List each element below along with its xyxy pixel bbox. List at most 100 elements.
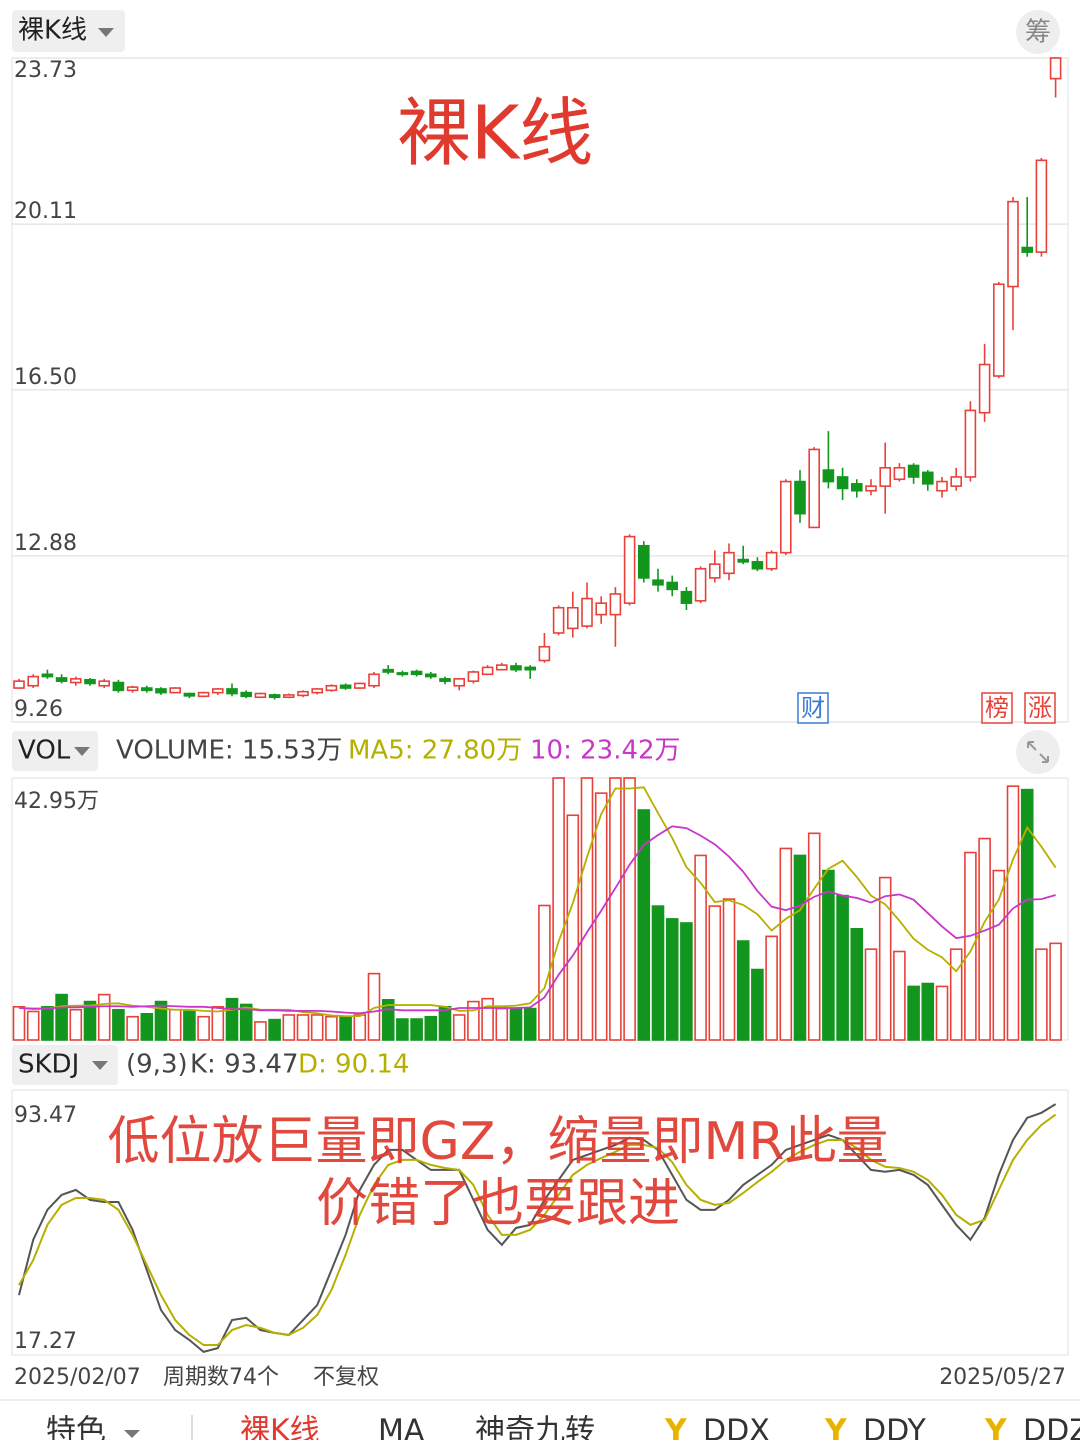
volume-bar [793, 854, 807, 1041]
candle-body [595, 602, 608, 616]
candle-body [737, 558, 750, 563]
candle-body [396, 672, 409, 676]
volume-bar [893, 950, 906, 1041]
volume-bar [381, 999, 395, 1041]
candle-body [978, 363, 991, 414]
candle-body [41, 673, 54, 678]
skdj-dropdown[interactable] [12, 1045, 118, 1085]
badge: 榜 [985, 694, 1009, 722]
candle-body [666, 581, 679, 591]
k-value: K: 93.47 [190, 1050, 299, 1080]
volume-bar [708, 905, 722, 1041]
badge-box[interactable] [797, 692, 829, 724]
y-tick-label: 93.47 [14, 1103, 77, 1128]
volume-bar [680, 922, 693, 1041]
candle-body [368, 673, 380, 687]
start-date: 2025/02/07 [14, 1365, 141, 1390]
ma5-value: MA5: 27.80万 [348, 736, 522, 766]
candle-body [84, 678, 96, 685]
volume-bar [41, 1006, 54, 1041]
volume-bar [878, 876, 892, 1041]
candle-body [13, 680, 25, 689]
candle-body [1021, 246, 1034, 253]
indicator-dropdown[interactable] [12, 10, 125, 52]
volume-bar [310, 1014, 324, 1041]
end-date: 2025/05/27 [939, 1365, 1066, 1390]
volume-bar [665, 918, 679, 1041]
volume-bar [651, 905, 665, 1041]
candle-body [297, 690, 309, 697]
candle-body [27, 675, 40, 687]
candle-body [424, 673, 437, 678]
volume-bar [637, 809, 651, 1041]
volume-bar [580, 777, 594, 1041]
candle-body [907, 464, 920, 478]
indicator-name: 裸K线 [18, 16, 87, 46]
candle-body [865, 485, 877, 492]
tab[interactable]: 神奇九转 [475, 1414, 595, 1440]
candle-body [70, 678, 82, 684]
tab-badge: Y [824, 1414, 848, 1440]
vol-dropdown[interactable] [12, 731, 98, 771]
volume-bar [594, 792, 608, 1041]
tab[interactable]: 裸K线 [240, 1414, 320, 1440]
volume-bar [154, 1000, 168, 1041]
candle-body [481, 666, 494, 676]
tab[interactable]: DDX [703, 1414, 770, 1440]
candle-body [467, 671, 480, 682]
tab[interactable]: 特色 [46, 1414, 106, 1440]
adjust-mode: 不复权 [313, 1365, 379, 1390]
candle-body [964, 409, 977, 478]
candle-body [524, 666, 537, 671]
candle-body [141, 687, 153, 692]
candle-body [98, 680, 110, 687]
tab-bar: 特色 裸K线 MA 神奇九转 Y DDX Y DDY Y DDZ [46, 1414, 1080, 1440]
candle-body [708, 563, 721, 579]
tab[interactable]: DDY [863, 1414, 927, 1440]
volume-bar [112, 1008, 125, 1041]
candle-body [538, 645, 551, 662]
tab[interactable]: MA [378, 1414, 425, 1440]
y-tick-label: 42.95万 [14, 789, 99, 814]
chip-button[interactable] [1016, 10, 1060, 54]
expand-icon [1027, 741, 1049, 763]
tab[interactable]: DDZ [1023, 1414, 1080, 1440]
dropdown-arrow [92, 1061, 108, 1070]
candle-body [822, 469, 835, 483]
candle-body [410, 670, 423, 676]
candle-body [1007, 200, 1019, 288]
volume-value: VOLUME: 15.53万 [116, 736, 342, 766]
y-tick-label: 12.88 [14, 531, 77, 556]
candle-body [808, 448, 821, 529]
volume-bar [467, 1000, 480, 1041]
y-tick-label: 9.26 [14, 697, 63, 722]
y-tick-label: 17.27 [14, 1329, 77, 1354]
volume-bar [1049, 942, 1062, 1041]
volume-bar [225, 997, 239, 1041]
expand-button[interactable] [1016, 730, 1060, 774]
volume-bar [751, 968, 764, 1041]
volume-bar [126, 1015, 139, 1041]
volume-bar [1035, 948, 1048, 1041]
candle-body [439, 678, 451, 682]
candle-body [609, 593, 622, 616]
volume-bar [822, 869, 835, 1041]
badge-box[interactable] [981, 692, 1013, 724]
volume-bar [438, 1006, 452, 1041]
candle-body [893, 466, 906, 481]
candle-body [637, 544, 650, 579]
volume-bar [907, 985, 920, 1041]
badge-box[interactable] [1024, 692, 1056, 724]
volume-bar [325, 1015, 338, 1041]
chart-title: 裸K线 [397, 91, 594, 177]
dropdown-arrow [98, 28, 114, 37]
badge: 涨 [1028, 694, 1052, 722]
ma-line [18, 786, 1057, 1018]
period-count: 周期数74个 [163, 1365, 279, 1390]
candle-body [212, 688, 224, 694]
candle-body [325, 684, 338, 692]
candle-body [55, 677, 68, 682]
candle-body [268, 694, 281, 699]
annotation: 低位放巨量即GZ，缩量即MR此量 [108, 1112, 889, 1172]
